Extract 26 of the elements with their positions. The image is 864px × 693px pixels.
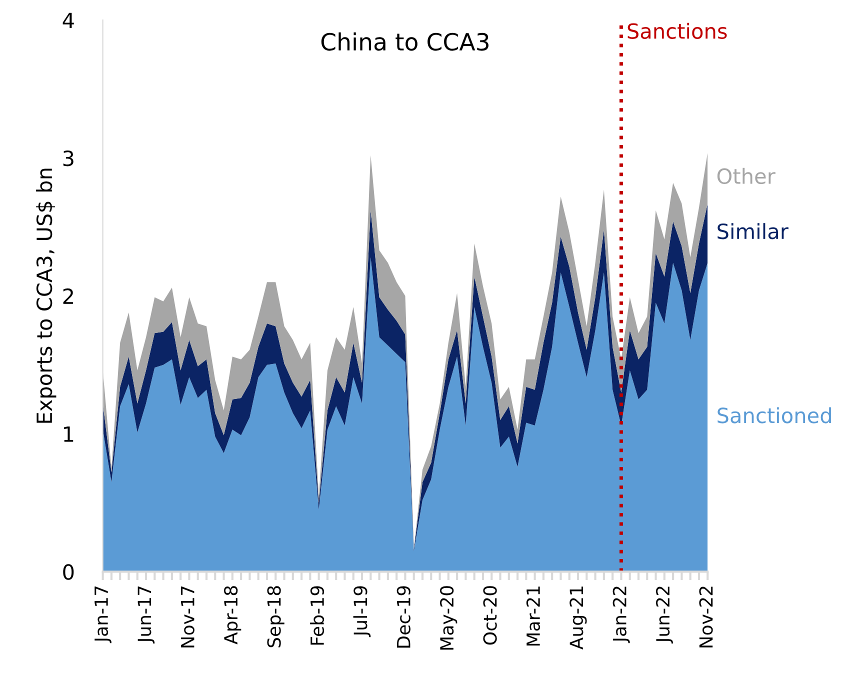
x-tick-label: Mar-21 xyxy=(526,586,540,646)
y-tick-label: 1 xyxy=(64,426,74,442)
x-tick-label: Apr-18 xyxy=(224,586,242,644)
series-label: Sanctioned xyxy=(718,407,831,424)
series-label: Similar xyxy=(718,223,788,240)
series-label: Other xyxy=(717,168,776,184)
y-tick-label: 4 xyxy=(62,12,74,28)
x-tick-label: Sep-18 xyxy=(267,586,284,648)
ref-line-label: Sanctions xyxy=(628,22,727,39)
x-tick-label: Jun-17 xyxy=(138,586,155,644)
y-axis-title: Exports to CCA3, US$ bn xyxy=(36,168,56,423)
x-tick-label: Jun-22 xyxy=(656,586,674,644)
x-tick-label: Jan-22 xyxy=(612,586,630,644)
x-tick-label: Oct-20 xyxy=(483,586,497,645)
y-tick-label: 0 xyxy=(63,564,74,580)
y-tick-label: 3 xyxy=(63,150,74,166)
x-tick-label: Nov-17 xyxy=(181,586,194,648)
x-tick-label: Feb-19 xyxy=(310,586,324,645)
x-tick-label: Jul-19 xyxy=(353,586,371,638)
x-tick-label: Jan-17 xyxy=(94,586,112,644)
x-tick-label: Dec-19 xyxy=(396,586,410,648)
x-tick-label: Aug-21 xyxy=(570,586,587,650)
y-tick-label: 2 xyxy=(63,288,73,304)
x-tick-label: Nov-22 xyxy=(699,586,713,648)
x-tick-label: May-20 xyxy=(440,586,458,650)
chart-title: China to CCA3 xyxy=(321,32,488,51)
